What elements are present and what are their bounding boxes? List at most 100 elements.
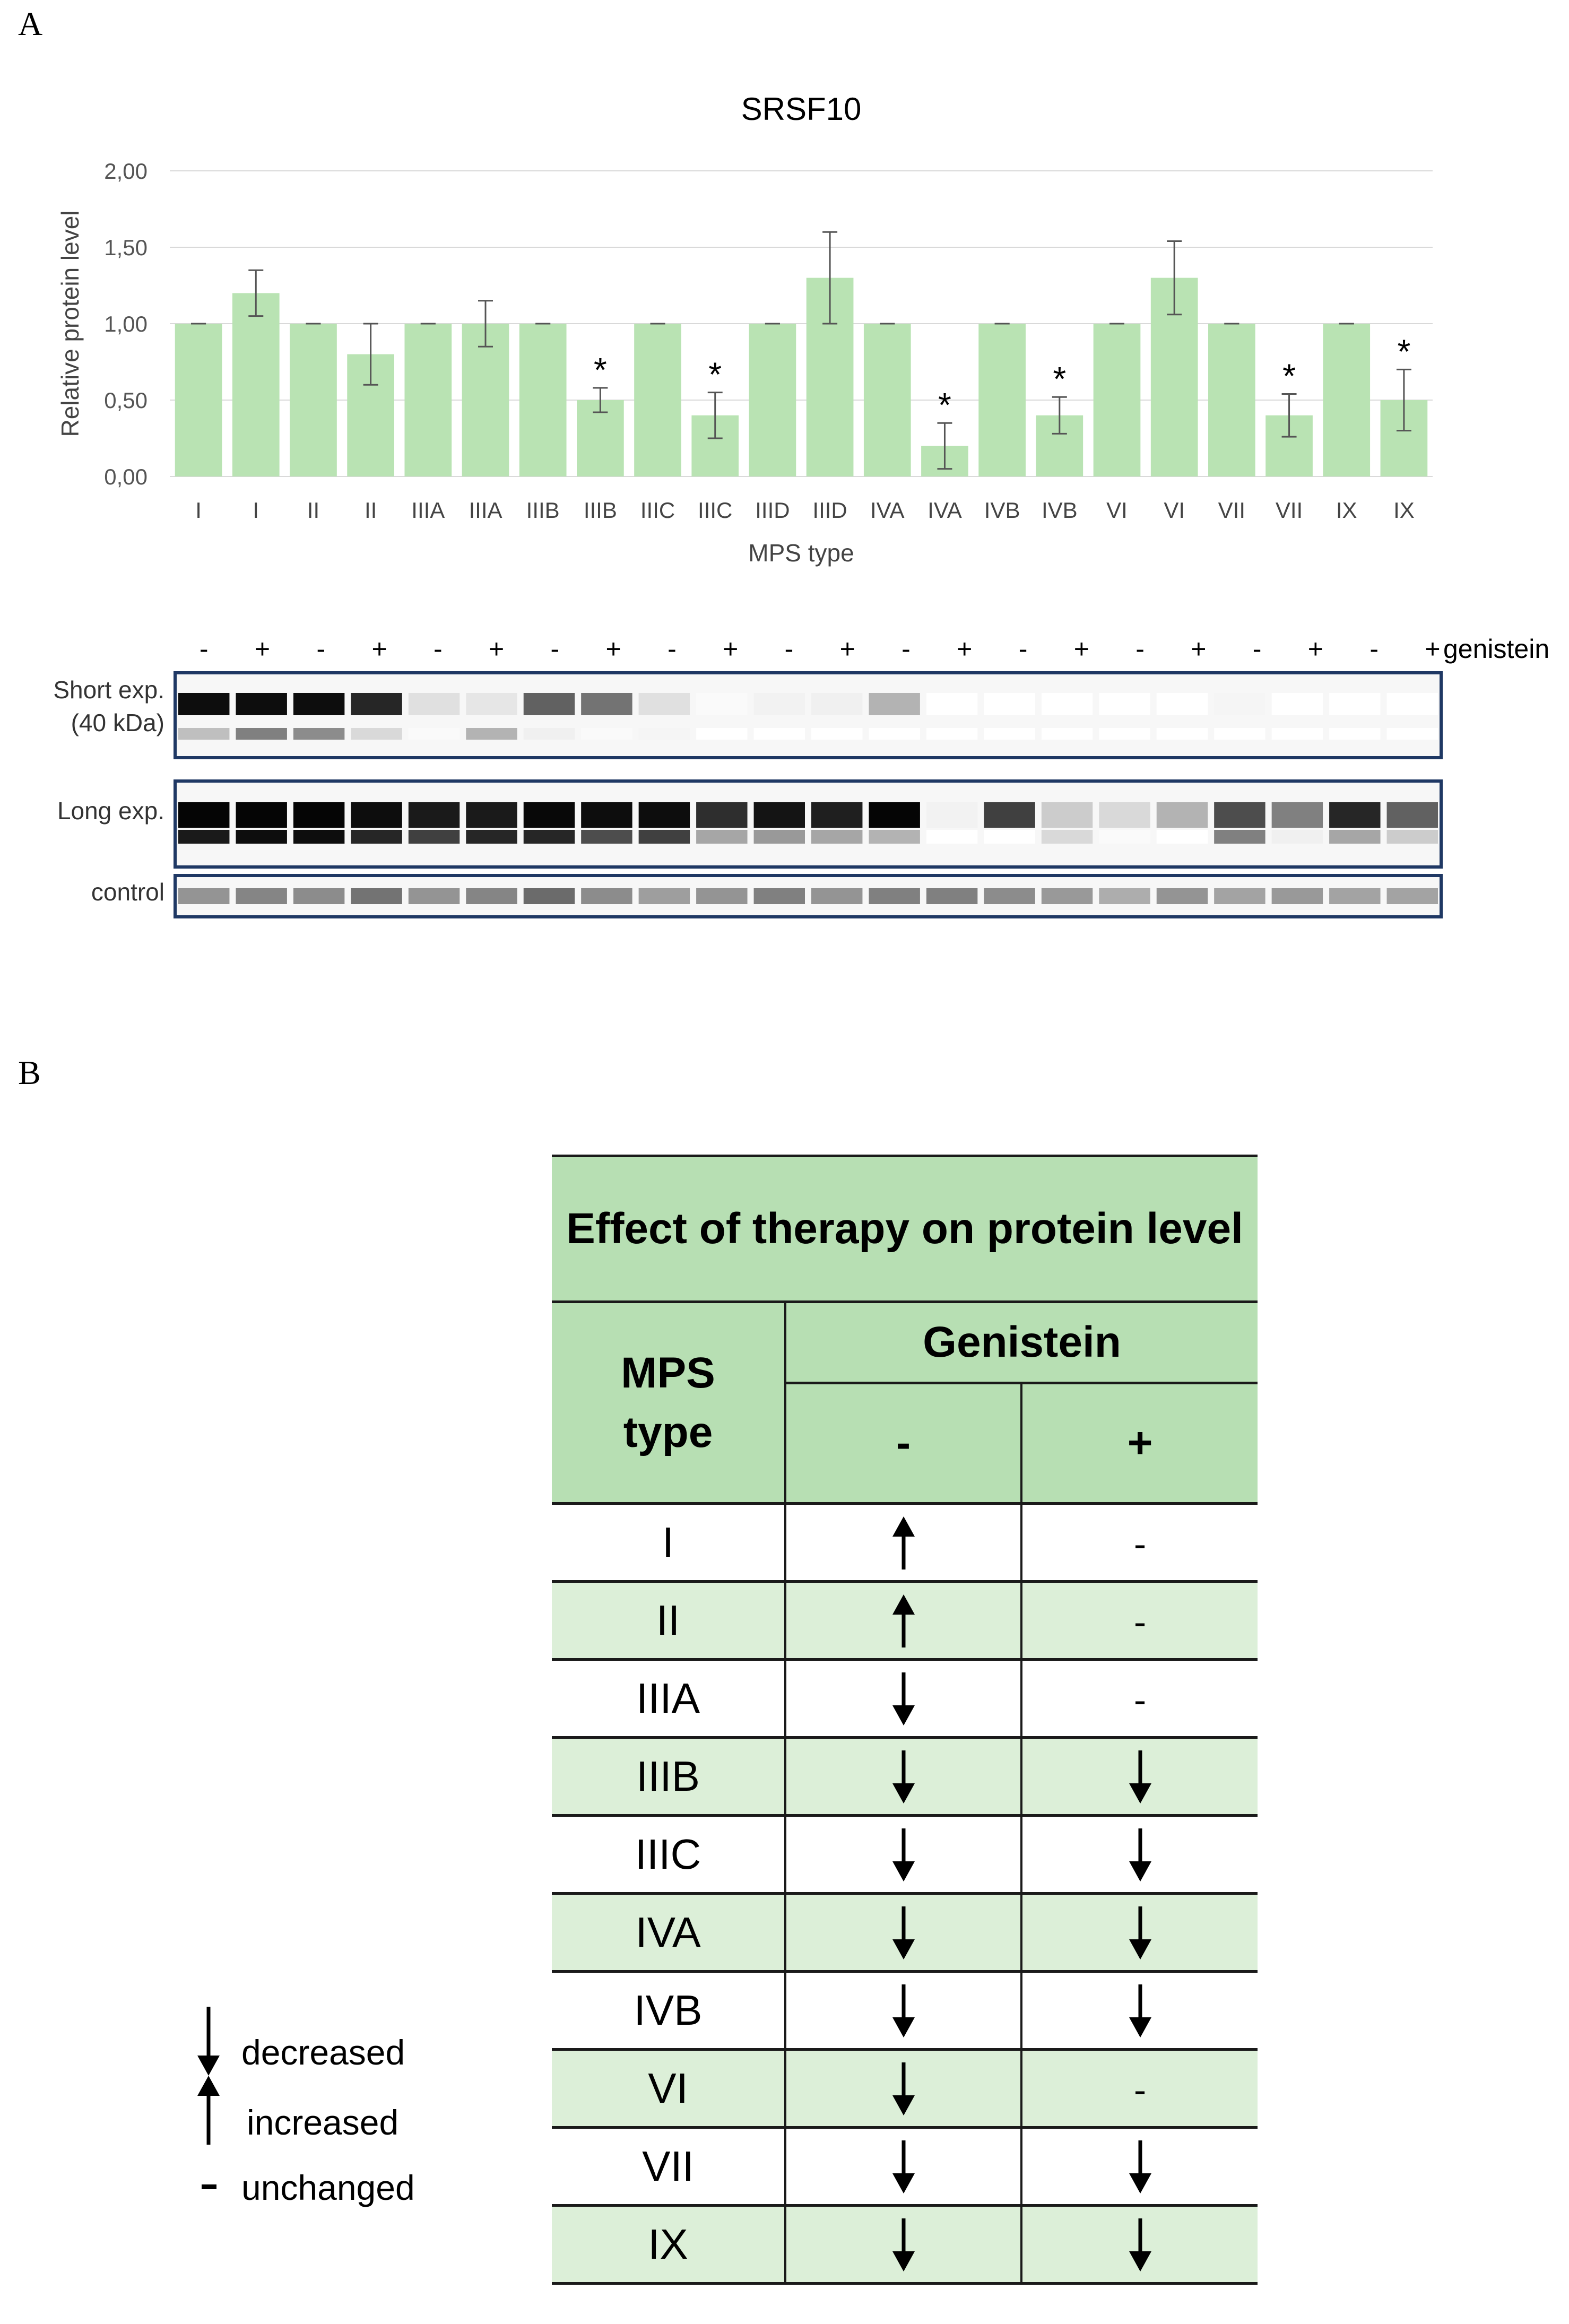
band bbox=[1041, 802, 1093, 828]
treatment-sign: - bbox=[1019, 634, 1028, 664]
x-tick-label: IVB bbox=[984, 498, 1020, 523]
band bbox=[638, 693, 690, 715]
down-arrow-icon bbox=[892, 1906, 915, 1959]
band bbox=[1099, 830, 1150, 844]
treatment-sign: - bbox=[668, 634, 677, 664]
band bbox=[466, 728, 517, 740]
legend-item: increased bbox=[191, 2076, 509, 2145]
band bbox=[351, 802, 402, 828]
band bbox=[178, 830, 230, 844]
band bbox=[1156, 802, 1208, 828]
x-tick-label: IVB bbox=[1042, 498, 1078, 523]
significance-star: * bbox=[1397, 332, 1410, 370]
x-tick-label: IIID bbox=[812, 498, 847, 523]
mps-type-cell: VII bbox=[552, 2126, 786, 2207]
treatment-sign: + bbox=[1308, 634, 1323, 664]
down-arrow-icon bbox=[1129, 2218, 1151, 2271]
genistein-minus-cell bbox=[784, 1892, 1022, 1973]
band bbox=[178, 888, 230, 904]
mps-type-cell: IIIB bbox=[552, 1736, 786, 1817]
down-arrow-icon bbox=[892, 2062, 915, 2115]
western-blot: - + - + - + - + - + - + - + - + - + - + - + genistein Short e… bbox=[53, 634, 1549, 918]
genistein-plus-cell: - bbox=[1020, 2048, 1258, 2129]
band bbox=[753, 830, 805, 844]
band bbox=[178, 802, 230, 828]
band bbox=[638, 888, 690, 904]
x-tick-label: IIIA bbox=[469, 498, 502, 523]
band bbox=[1214, 888, 1265, 904]
mps-type-header: MPS type bbox=[552, 1300, 786, 1505]
band bbox=[523, 830, 575, 844]
bar bbox=[1093, 324, 1141, 476]
band bbox=[523, 888, 575, 904]
band bbox=[1386, 802, 1438, 828]
band bbox=[984, 802, 1035, 828]
x-tick-label: VII bbox=[1218, 498, 1245, 523]
blot-label: Short exp. bbox=[53, 676, 164, 704]
table-row: IIIA - bbox=[552, 1658, 1258, 1739]
x-axis-label: MPS type bbox=[748, 539, 854, 567]
x-tick-label: II bbox=[365, 498, 377, 523]
band bbox=[178, 693, 230, 715]
x-tick-label: IIIC bbox=[698, 498, 732, 523]
bar bbox=[863, 324, 911, 476]
band bbox=[523, 693, 575, 715]
genistein-minus-cell bbox=[784, 1502, 1022, 1583]
band bbox=[1041, 693, 1093, 715]
down-arrow-icon bbox=[892, 1750, 915, 1803]
bar bbox=[232, 293, 280, 476]
legend-label: unchanged bbox=[241, 2168, 415, 2207]
treatment-sign: - bbox=[901, 634, 911, 664]
blot-frame bbox=[174, 671, 1443, 759]
table-row: IVB bbox=[552, 1970, 1258, 2051]
y-axis-ticks: 0,00 0,50 1,00 1,50 2,00 bbox=[104, 159, 148, 489]
band bbox=[869, 802, 920, 828]
table-title: Effect of therapy on protein level bbox=[552, 1155, 1258, 1303]
band bbox=[926, 693, 978, 715]
bar bbox=[1323, 324, 1371, 476]
band bbox=[1329, 802, 1381, 828]
band bbox=[466, 888, 517, 904]
band bbox=[1156, 888, 1208, 904]
band bbox=[1214, 728, 1265, 740]
effect-table-wrap: Effect of therapy on protein level MPS t… bbox=[552, 1155, 1258, 2285]
band bbox=[753, 888, 805, 904]
band bbox=[638, 830, 690, 844]
dash-icon: - bbox=[1133, 2069, 1147, 2111]
treatment-sign: - bbox=[1135, 634, 1145, 664]
x-tick-label: VII bbox=[1276, 498, 1303, 523]
band bbox=[984, 888, 1035, 904]
band bbox=[236, 802, 287, 828]
blot-panel-labels: Short exp. (40 kDa) Long exp. control bbox=[53, 676, 164, 906]
band bbox=[1099, 802, 1150, 828]
mps-type-cell: IVB bbox=[552, 1970, 786, 2051]
table-row: IIIC bbox=[552, 1814, 1258, 1895]
band bbox=[1156, 728, 1208, 740]
band bbox=[523, 728, 575, 740]
up-arrow-icon bbox=[197, 2076, 220, 2145]
band bbox=[236, 830, 287, 844]
band bbox=[1329, 693, 1381, 715]
x-tick-label: IIIB bbox=[584, 498, 617, 523]
table-row: I- bbox=[552, 1502, 1258, 1583]
band bbox=[984, 693, 1035, 715]
treatment-sign: + bbox=[957, 634, 972, 664]
band bbox=[293, 728, 345, 740]
genistein-minus-cell bbox=[784, 1736, 1022, 1817]
blot-frame bbox=[174, 779, 1443, 869]
down-arrow-icon bbox=[892, 2218, 915, 2271]
band bbox=[1099, 728, 1150, 740]
x-tick-label: I bbox=[253, 498, 259, 523]
treatment-sign: - bbox=[785, 634, 794, 664]
band bbox=[753, 728, 805, 740]
treatment-sign: + bbox=[255, 634, 270, 664]
down-arrow-icon bbox=[892, 1672, 915, 1725]
band bbox=[236, 728, 287, 740]
band bbox=[753, 802, 805, 828]
mps-type-header-text: MPS type bbox=[621, 1348, 715, 1456]
band bbox=[1041, 728, 1093, 740]
table-row: VII bbox=[552, 2126, 1258, 2207]
legend-label: increased bbox=[247, 2103, 399, 2142]
table-row: IX bbox=[552, 2204, 1258, 2285]
band bbox=[926, 888, 978, 904]
